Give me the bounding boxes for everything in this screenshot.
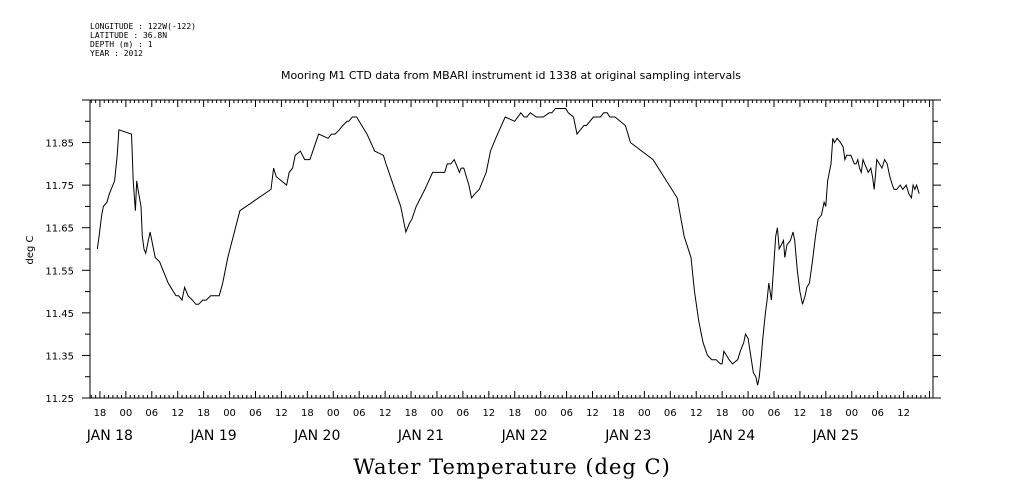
- x-tick-label: 12: [794, 408, 807, 419]
- x-tick-label: 00: [534, 408, 547, 419]
- latitude-label: LATITUDE : 36.8N: [90, 31, 168, 40]
- x-tick-label: 12: [586, 408, 599, 419]
- x-tick-label: 18: [405, 408, 418, 419]
- x-tick-label: 06: [768, 408, 781, 419]
- date-labels: JAN 18 JAN 19 JAN 20 JAN 21 JAN 22 JAN 23 JAN …: [86, 428, 859, 444]
- y-tick-label: 11.45: [45, 309, 74, 320]
- x-tick-label: 00: [327, 408, 340, 419]
- x-tick-label: 18: [197, 408, 210, 419]
- x-tick-label: 12: [379, 408, 392, 419]
- date-label: JAN 25: [812, 428, 859, 444]
- date-label: JAN 21: [397, 428, 444, 444]
- date-label: JAN 24: [708, 428, 755, 444]
- x-tick-label: 06: [560, 408, 573, 419]
- x-tick-label: 18: [819, 408, 832, 419]
- x-tick-label: 18: [716, 408, 729, 419]
- x-tick-label: 00: [431, 408, 444, 419]
- y-tick-label: 11.35: [45, 351, 74, 362]
- date-label: JAN 23: [604, 428, 651, 444]
- x-tick-label: 18: [508, 408, 521, 419]
- x-tick-label: 18: [612, 408, 625, 419]
- y-tick-label: 11.65: [45, 224, 74, 235]
- x-tick-label: 12: [897, 408, 910, 419]
- y-tick-label: 11.85: [45, 139, 74, 150]
- x-tick-label: 18: [94, 408, 107, 419]
- x-tick-label: 00: [845, 408, 858, 419]
- x-tick-label: 12: [482, 408, 495, 419]
- x-tick-labels: 18 00 06 12 18 00 06 12 18 00 06 12 18 00 06 12 18 00 06 12…: [94, 408, 910, 419]
- date-label: JAN 19: [189, 428, 236, 444]
- axis-ticks: [82, 99, 941, 399]
- y-tick-label: 11.25: [45, 394, 74, 405]
- x-tick-label: 12: [690, 408, 703, 419]
- series-line: [96, 108, 920, 386]
- year-label: YEAR : 2012: [90, 49, 143, 58]
- x-tick-label: 06: [145, 408, 158, 419]
- x-tick-label: 06: [457, 408, 470, 419]
- y-tick-labels: 11.25 11.35 11.45 11.55 11.65 11.75 11.85: [45, 139, 74, 405]
- y-tick-label: 11.75: [45, 181, 74, 192]
- x-tick-label: 12: [171, 408, 184, 419]
- date-label: JAN 22: [501, 428, 548, 444]
- x-axis-label: Water Temperature (deg C): [353, 455, 671, 479]
- x-tick-label: 06: [353, 408, 366, 419]
- x-tick-label: 06: [664, 408, 677, 419]
- longitude-label: LONGITUDE : 122W(-122): [90, 22, 196, 31]
- x-tick-label: 00: [638, 408, 651, 419]
- y-tick-label: 11.55: [45, 266, 74, 277]
- y-axis-label: deg C: [25, 235, 36, 264]
- x-tick-label: 06: [871, 408, 884, 419]
- date-label: JAN 18: [86, 428, 133, 444]
- chart-title: Mooring M1 CTD data from MBARI instrumen…: [281, 69, 741, 82]
- depth-label: DEPTH (m) : 1: [90, 40, 153, 49]
- date-label: JAN 20: [293, 428, 340, 444]
- x-tick-label: 00: [742, 408, 755, 419]
- x-tick-label: 18: [301, 408, 314, 419]
- x-tick-label: 12: [275, 408, 288, 419]
- x-tick-label: 00: [223, 408, 236, 419]
- plot-frame: [89, 99, 934, 399]
- x-tick-label: 00: [119, 408, 132, 419]
- x-tick-label: 06: [249, 408, 262, 419]
